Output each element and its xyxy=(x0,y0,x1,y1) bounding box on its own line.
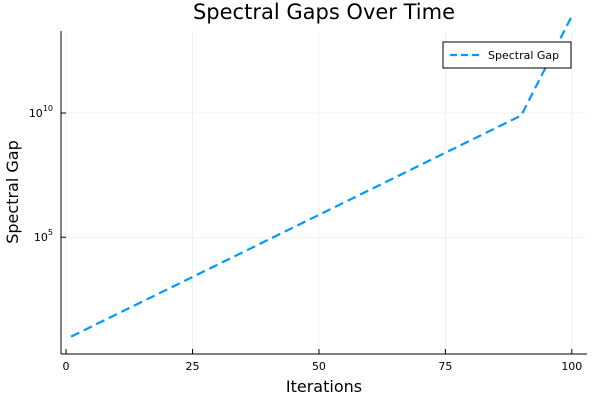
x-tick-label: 25 xyxy=(186,360,200,373)
x-tick-label: 0 xyxy=(63,360,70,373)
y-tick-label: 1010 xyxy=(29,104,53,120)
y-tick-exponent: 5 xyxy=(48,228,53,237)
y-tick-label: 105 xyxy=(34,228,53,244)
y-tick-base: 10 xyxy=(29,107,43,120)
grid xyxy=(61,31,587,354)
chart-title: Spectral Gaps Over Time xyxy=(193,0,455,24)
legend-box xyxy=(442,41,572,69)
x-tick-label: 50 xyxy=(312,360,326,373)
x-ticks: 0 25 50 75 100 xyxy=(63,349,582,373)
x-axis-label: Iterations xyxy=(286,377,362,396)
y-axis-label: Spectral Gap xyxy=(3,140,22,244)
legend-label: Spectral Gap xyxy=(488,49,559,62)
y-tick-exponent: 10 xyxy=(43,104,53,113)
legend: Spectral Gap xyxy=(442,41,572,69)
series-layer xyxy=(70,15,573,338)
series-line xyxy=(70,15,573,338)
x-tick-label: 100 xyxy=(561,360,582,373)
x-tick-label: 75 xyxy=(438,360,452,373)
y-tick-base: 10 xyxy=(34,231,48,244)
